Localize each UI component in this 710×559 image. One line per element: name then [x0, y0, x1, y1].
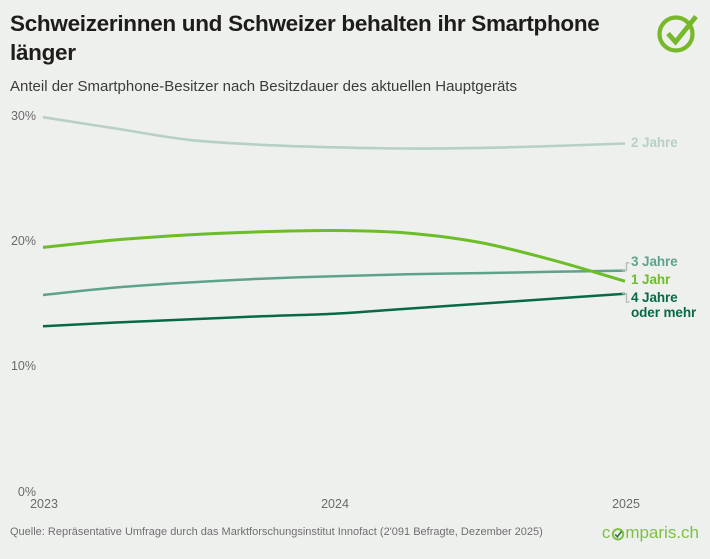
- logo-text-prefix: c: [601, 523, 611, 542]
- comparis-check-logo-icon: [650, 5, 706, 61]
- series-label-1-jahr: 1 Jahr: [631, 272, 671, 288]
- logo-o-check-icon: [611, 527, 625, 540]
- label-leader-3-jahre: [622, 262, 630, 272]
- y-axis-tick-0: 0%: [17, 484, 36, 499]
- series-label-2-jahre: 2 Jahre: [631, 134, 678, 150]
- label-leader-4-jahre-oder-mehr: [622, 293, 630, 303]
- y-axis-tick-30: 30%: [10, 109, 36, 123]
- logo-text-suffix: mparis.ch: [625, 523, 699, 542]
- comparis-logo: c mparis.ch: [602, 522, 699, 544]
- chart-subtitle: Anteil der Smartphone-Besitzer nach Besi…: [10, 78, 517, 95]
- series-line-1-jahr: [42, 228, 626, 283]
- page-title: Schweizerinnen und Schweizer behalten ih…: [10, 11, 600, 65]
- series-line-3-jahre: [42, 269, 626, 297]
- series-label-3-jahre: 3 Jahre: [631, 253, 678, 269]
- series-label-4-jahre-oder-mehr: 4 Jahre oder mehr: [631, 289, 697, 321]
- y-axis-tick-10: 10%: [10, 359, 36, 374]
- x-axis-tick-2025: 2025: [612, 497, 640, 511]
- x-axis-tick-2024: 2024: [321, 497, 349, 511]
- source-note: Quelle: Repräsentative Umfrage durch das…: [10, 526, 543, 538]
- x-axis-tick-2023: 2023: [30, 497, 58, 511]
- series-line-2-jahre: [42, 115, 626, 150]
- y-axis-tick-20: 20%: [10, 234, 36, 249]
- series-line-4-jahre-oder-mehr: [42, 292, 626, 328]
